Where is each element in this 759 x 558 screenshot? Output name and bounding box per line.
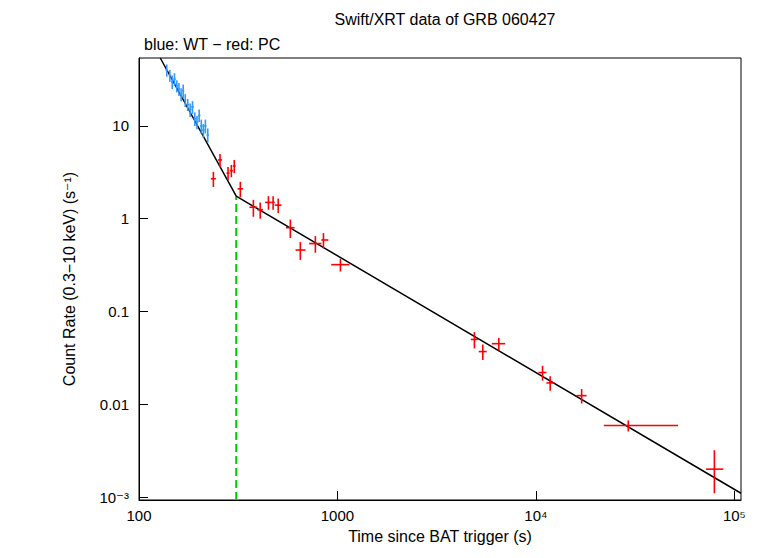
svg-text:Count Rate (0.3−10 keV) (s⁻¹): Count Rate (0.3−10 keV) (s⁻¹) bbox=[61, 172, 78, 386]
svg-text:10⁵: 10⁵ bbox=[723, 507, 746, 524]
svg-text:blue: WT − red: PC: blue: WT − red: PC bbox=[144, 36, 280, 53]
svg-text:10⁴: 10⁴ bbox=[524, 507, 547, 524]
svg-text:Swift/XRT data of GRB 060427: Swift/XRT data of GRB 060427 bbox=[335, 11, 556, 28]
svg-text:10⁻³: 10⁻³ bbox=[99, 489, 129, 506]
svg-text:0.1: 0.1 bbox=[108, 303, 129, 320]
svg-text:10: 10 bbox=[112, 117, 129, 134]
svg-text:0.01: 0.01 bbox=[100, 396, 129, 413]
svg-text:100: 100 bbox=[126, 507, 151, 524]
svg-text:Time since BAT trigger (s): Time since BAT trigger (s) bbox=[348, 528, 532, 545]
svg-text:1000: 1000 bbox=[321, 507, 354, 524]
svg-text:1: 1 bbox=[121, 210, 129, 227]
